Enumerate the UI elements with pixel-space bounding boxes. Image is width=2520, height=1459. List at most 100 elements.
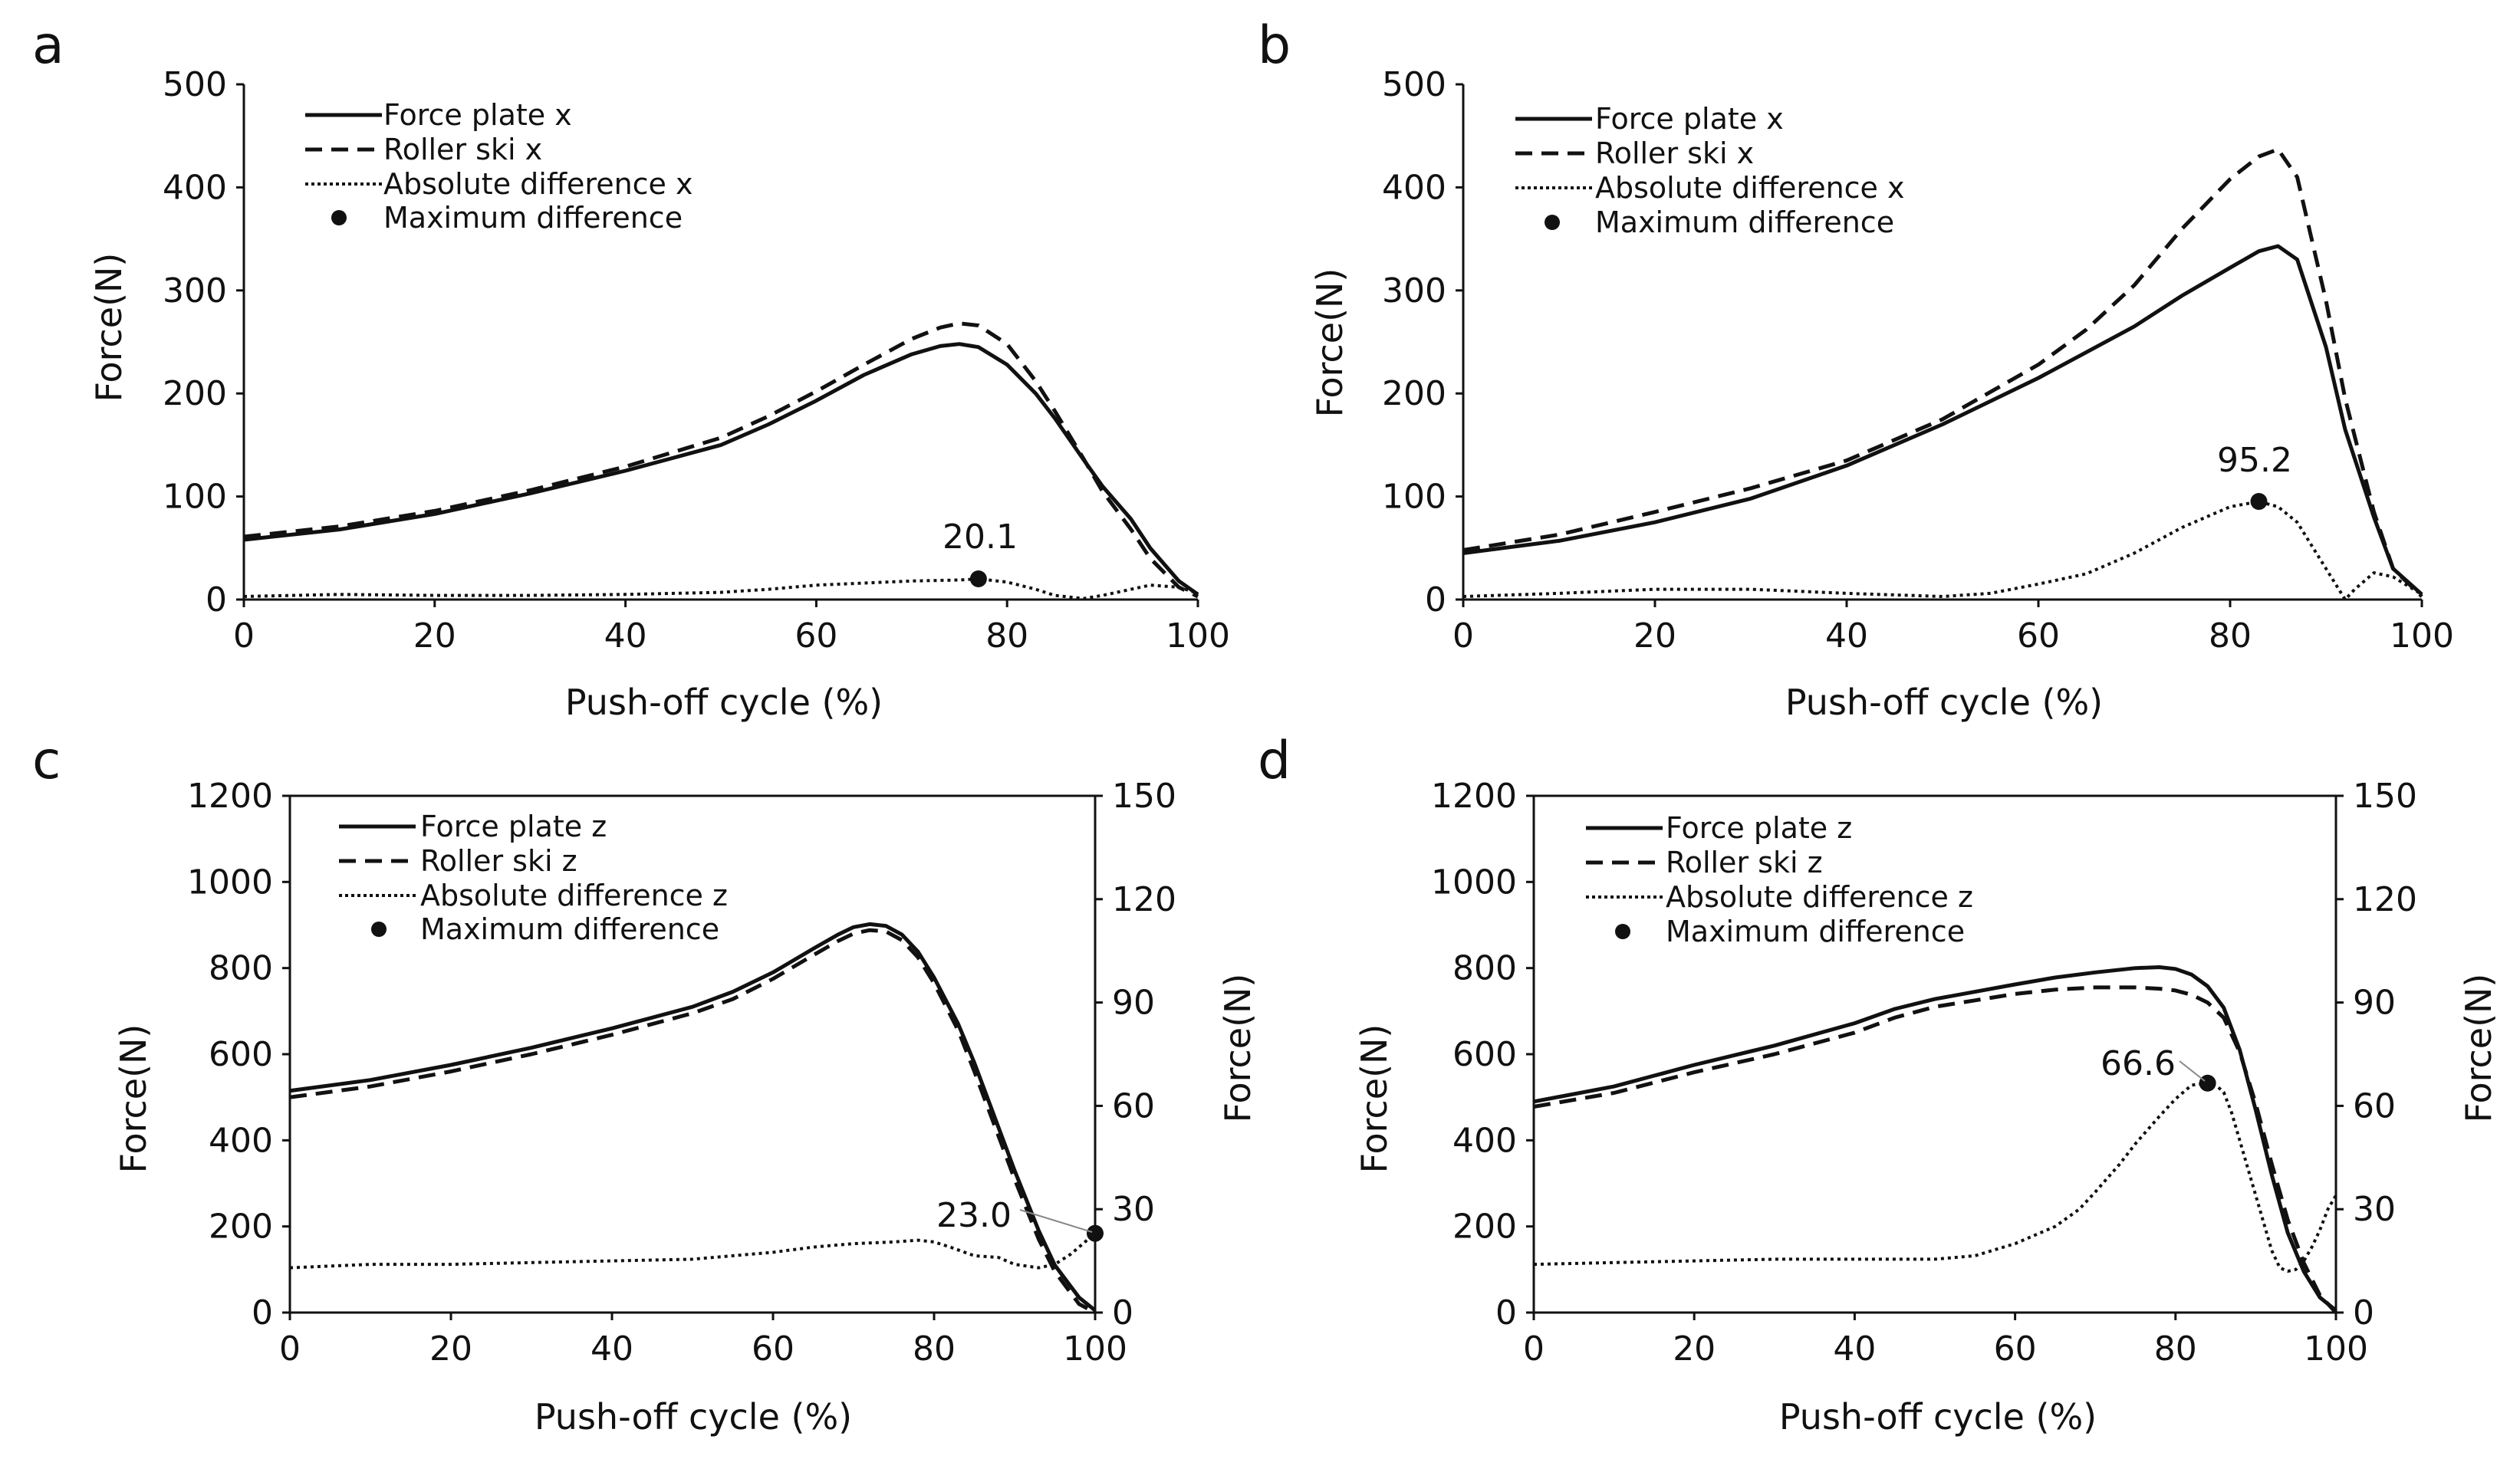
series-line-dotted — [1533, 1081, 2337, 1273]
panel-b-legend: Force plate x Roller ski x Absolute diff… — [1515, 102, 1905, 239]
max-difference-leader-line — [2179, 1060, 2206, 1082]
y2-tick-label: 60 — [2353, 1086, 2396, 1125]
max-difference-point — [2250, 493, 2268, 511]
x-tick-label: 80 — [2209, 616, 2252, 656]
y2-tick-label: 0 — [1112, 1293, 1133, 1332]
legend-label-abs-diff: Absolute difference x — [1595, 171, 1905, 205]
y-axis-title: Force(N) — [88, 253, 130, 403]
legend-label-roller-ski: Roller ski x — [1595, 136, 1754, 170]
y-tick-label: 1200 — [187, 777, 273, 816]
series-line-solid — [1462, 244, 2423, 596]
legend-label-abs-diff: Absolute difference x — [383, 167, 693, 201]
y-tick-label: 200 — [209, 1208, 273, 1247]
legend-max-marker — [1615, 924, 1630, 939]
x-tick-label: 100 — [2304, 1329, 2368, 1369]
y2-tick-label: 0 — [2353, 1293, 2374, 1332]
y-tick-label: 800 — [1452, 949, 1517, 988]
legend-max-marker — [331, 210, 347, 225]
max-difference-point — [969, 570, 987, 587]
legend-max-marker — [1545, 215, 1560, 230]
max-difference-label: 95.2 — [2217, 441, 2292, 480]
series-line-dotted — [1462, 500, 2423, 601]
panel-b: b 0 20 40 60 80 100 0 100 200 300 400 500 Force pla… — [1258, 15, 2454, 723]
y-axis-title: Force(N) — [1309, 268, 1350, 418]
x-tick-label: 0 — [1452, 616, 1474, 656]
x-tick-label: 60 — [2017, 616, 2060, 656]
x-tick-label: 40 — [1825, 616, 1868, 656]
x-tick-label: 40 — [1833, 1329, 1876, 1369]
y-tick-label: 0 — [252, 1293, 273, 1332]
max-difference-label: 23.0 — [936, 1196, 1012, 1235]
x-tick-label: 0 — [279, 1329, 301, 1369]
series-line-dashed — [1462, 147, 2423, 598]
max-difference-leader-line — [1019, 1209, 1093, 1233]
panel-letter-d: d — [1258, 731, 1291, 791]
x-tick-label: 20 — [1633, 616, 1676, 656]
y-tick-label: 100 — [1382, 478, 1446, 517]
x-axis-title: Push-off cycle (%) — [535, 1396, 852, 1438]
panel-c: c 0 20 40 60 80 10002004006008001000120003060… — [32, 731, 1258, 1438]
series-line-dotted — [243, 577, 1199, 600]
max-difference-point — [2199, 1074, 2216, 1092]
legend-label-roller-ski: Roller ski z — [1666, 846, 1823, 879]
y2-tick-label: 120 — [2353, 880, 2417, 919]
panel-c-legend: Force plate z Roller ski z Absolute diff… — [339, 810, 728, 946]
y2-tick-label: 150 — [1112, 777, 1176, 816]
x-axis-title: Push-off cycle (%) — [1779, 1396, 2097, 1438]
y2-tick-label: 30 — [2353, 1190, 2396, 1229]
panel-letter-a: a — [32, 15, 64, 76]
x-tick-label: 0 — [233, 616, 255, 656]
max-difference-label: 66.6 — [2101, 1044, 2176, 1083]
series-line-solid — [1533, 965, 2337, 1313]
x-tick-label: 20 — [429, 1329, 472, 1369]
x-axis-title: Push-off cycle (%) — [565, 682, 883, 723]
x-tick-label: 80 — [913, 1329, 956, 1369]
y-tick-label: 200 — [1452, 1208, 1517, 1247]
series-line-solid — [243, 342, 1199, 596]
y-tick-label: 400 — [209, 1121, 273, 1160]
legend-label-force-plate: Force plate z — [420, 810, 607, 843]
y2-axis-title: Force(N) — [1217, 974, 1258, 1123]
y2-tick-label: 150 — [2353, 777, 2417, 816]
y2-tick-label: 90 — [1112, 984, 1155, 1023]
legend-max-marker — [371, 922, 387, 937]
legend-label-max-diff: Maximum difference — [1666, 915, 1965, 948]
y-tick-label: 1000 — [187, 863, 273, 902]
y-tick-label: 500 — [163, 65, 227, 104]
y-tick-label: 0 — [1495, 1293, 1517, 1332]
x-tick-label: 100 — [1166, 616, 1230, 656]
y-tick-label: 300 — [1382, 271, 1446, 311]
y-axis-title: Force(N) — [113, 1024, 154, 1174]
y-tick-label: 200 — [1382, 374, 1446, 413]
y-tick-label: 200 — [163, 374, 227, 413]
max-difference-point — [1087, 1224, 1104, 1242]
x-tick-label: 80 — [2154, 1329, 2197, 1369]
panel-a-plot: 0 20 40 60 80 100 0 100 200 300 400 500 — [163, 65, 1230, 656]
x-tick-label: 100 — [2390, 616, 2454, 656]
y-tick-label: 400 — [163, 168, 227, 207]
y-tick-label: 600 — [209, 1035, 273, 1074]
y2-tick-label: 120 — [1112, 880, 1176, 919]
x-tick-label: 0 — [1523, 1329, 1545, 1369]
x-tick-label: 20 — [1673, 1329, 1716, 1369]
legend-label-force-plate: Force plate z — [1666, 811, 1852, 845]
y-tick-label: 600 — [1452, 1035, 1517, 1074]
legend-label-max-diff: Maximum difference — [420, 912, 719, 946]
panel-c-plot: 0 20 40 60 80 1000200400600800100012000306090… — [187, 777, 1176, 1369]
y-tick-label: 500 — [1382, 65, 1446, 104]
panel-a-legend: Force plate x Roller ski x Absolute diff… — [305, 98, 693, 235]
y-tick-label: 1000 — [1431, 863, 1517, 902]
y-axis-title: Force(N) — [1354, 1024, 1395, 1174]
y-tick-label: 100 — [163, 478, 227, 517]
panel-letter-b: b — [1258, 15, 1291, 76]
y-tick-label: 1200 — [1431, 777, 1517, 816]
series-line-dashed — [289, 928, 1097, 1315]
panel-letter-c: c — [32, 731, 61, 791]
x-tick-label: 20 — [413, 616, 456, 656]
legend-label-roller-ski: Roller ski z — [420, 844, 577, 878]
x-tick-label: 60 — [752, 1329, 794, 1369]
panel-a: a 0 20 40 60 80 100 0 100 200 300 400 500 Force pla… — [32, 15, 1230, 723]
x-tick-label: 40 — [604, 616, 647, 656]
y-tick-label: 300 — [163, 271, 227, 311]
x-tick-label: 60 — [1994, 1329, 2037, 1369]
